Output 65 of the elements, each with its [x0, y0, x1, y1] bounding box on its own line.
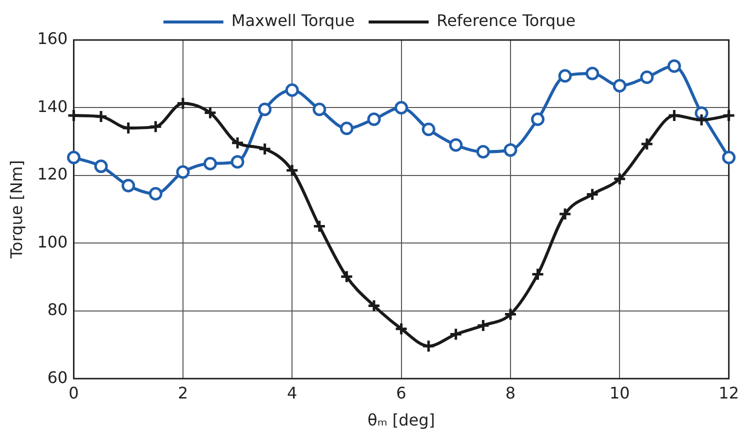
- point: [531, 112, 545, 126]
- y-tick-label: 160: [37, 29, 68, 48]
- point: [312, 102, 326, 116]
- point: [176, 165, 190, 179]
- point: [422, 122, 436, 136]
- point: [504, 308, 518, 322]
- point: [230, 136, 244, 150]
- point: [722, 150, 736, 164]
- point: [640, 137, 654, 151]
- point: [230, 155, 244, 169]
- x-axis-title: θₘ [deg]: [368, 410, 436, 430]
- point: [66, 108, 80, 122]
- point: [66, 150, 80, 164]
- point: [367, 112, 381, 126]
- point: [285, 83, 299, 97]
- x-tick-label: 12: [718, 383, 739, 402]
- point: [203, 106, 217, 120]
- y-tick-label: 60: [47, 368, 68, 387]
- point: [558, 207, 572, 221]
- point: [449, 138, 463, 152]
- point: [176, 96, 190, 110]
- point: [667, 108, 681, 122]
- point: [394, 100, 408, 114]
- x-tick-label: 0: [68, 383, 79, 402]
- legend-label: Reference Torque: [436, 11, 576, 30]
- point: [258, 142, 272, 156]
- y-tick-label: 100: [37, 232, 68, 252]
- x-tick-label: 4: [287, 383, 298, 402]
- point: [694, 113, 708, 127]
- x-tick-label: 8: [505, 383, 516, 402]
- point: [612, 78, 626, 92]
- point: [586, 188, 600, 202]
- point: [367, 299, 381, 313]
- point: [312, 219, 326, 233]
- point: [148, 186, 162, 200]
- legend-label: Maxwell Torque: [231, 11, 355, 30]
- point: [285, 164, 299, 178]
- point: [667, 59, 681, 73]
- point: [640, 70, 654, 84]
- point: [340, 122, 354, 136]
- point: [531, 268, 545, 282]
- point: [586, 66, 600, 80]
- point: [94, 110, 108, 124]
- point: [94, 160, 108, 174]
- point: [612, 172, 626, 186]
- point: [148, 120, 162, 134]
- point: [203, 156, 217, 170]
- x-tick-label: 2: [178, 383, 188, 402]
- point: [258, 102, 272, 116]
- point: [476, 318, 490, 332]
- y-tick-label: 80: [47, 300, 68, 320]
- point: [449, 327, 463, 341]
- point: [394, 322, 408, 336]
- point: [422, 339, 436, 353]
- y-tick-label: 120: [37, 164, 68, 184]
- y-axis-title: Torque [Nm]: [6, 160, 26, 260]
- x-tick-label: 10: [609, 383, 630, 402]
- point: [476, 144, 490, 158]
- point: [722, 108, 736, 122]
- point: [558, 69, 572, 83]
- y-tick-label: 140: [37, 96, 68, 116]
- point: [122, 178, 136, 192]
- point: [504, 143, 518, 157]
- point: [340, 270, 354, 284]
- x-tick-label: 6: [396, 383, 406, 402]
